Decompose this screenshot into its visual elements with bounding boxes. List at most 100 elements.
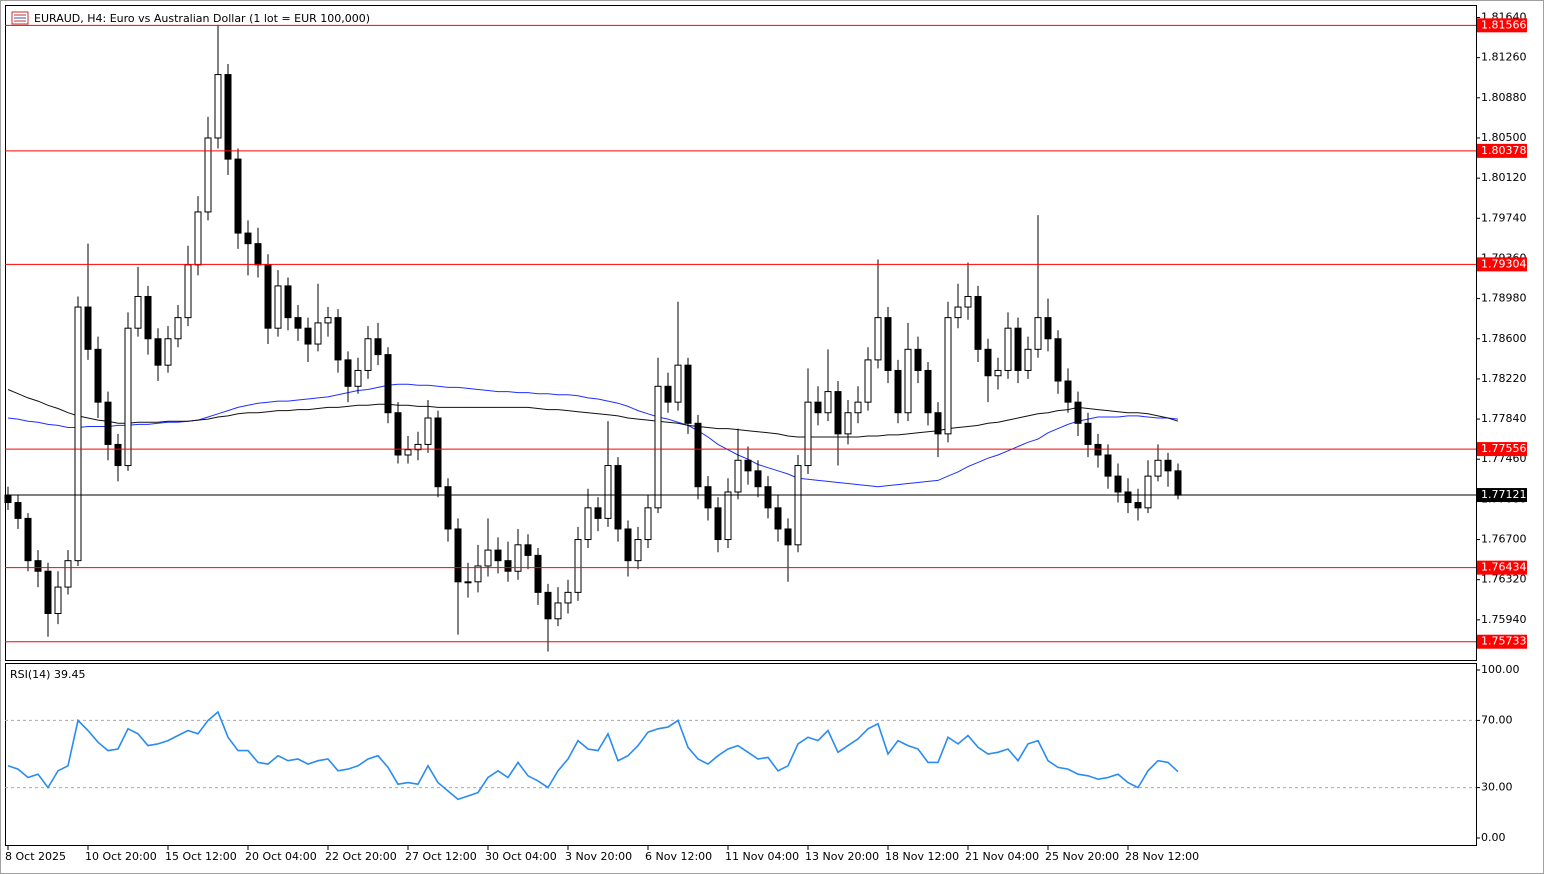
candle-body xyxy=(314,322,322,345)
x-tick-label: 20 Oct 04:00 xyxy=(245,850,317,863)
candle-body xyxy=(274,285,282,329)
y-tick-label: 1.76700 xyxy=(1481,533,1527,546)
level-label: 1.79304 xyxy=(1481,257,1527,270)
candle-body xyxy=(504,560,512,572)
candle-body xyxy=(324,317,332,324)
y-tick-label: 1.78600 xyxy=(1481,332,1527,345)
rsi-y-tick-label: 70.00 xyxy=(1481,713,1513,726)
candle-body xyxy=(434,417,442,488)
candle-body xyxy=(294,317,302,329)
candle-body xyxy=(794,465,802,546)
candle-body xyxy=(344,359,352,387)
candle-body xyxy=(74,306,82,562)
candle-body xyxy=(1094,443,1102,456)
candle-body xyxy=(394,412,402,456)
candle-body xyxy=(284,285,292,319)
candle-body xyxy=(1014,327,1022,371)
candle-body xyxy=(94,348,102,403)
candle-body xyxy=(704,486,712,509)
candle-body xyxy=(714,507,722,541)
candle-body xyxy=(174,317,182,340)
candle-body xyxy=(554,602,562,620)
candle-body xyxy=(104,401,112,445)
candle-body xyxy=(214,74,222,139)
candle-body xyxy=(424,417,432,445)
y-tick-label: 1.77840 xyxy=(1481,412,1527,425)
candle-body xyxy=(954,306,962,319)
candle-body xyxy=(194,211,202,266)
candle-body xyxy=(254,243,262,266)
candle-body xyxy=(1124,491,1132,504)
y-tick-label: 1.81260 xyxy=(1481,51,1527,64)
candle-body xyxy=(364,338,372,371)
candle-body xyxy=(574,539,582,593)
candle-body xyxy=(494,549,502,562)
candle-body xyxy=(674,364,682,403)
x-tick-label: 25 Nov 20:00 xyxy=(1045,850,1119,863)
candle-body xyxy=(614,465,622,530)
candle-body xyxy=(1064,380,1072,403)
x-tick-label: 30 Oct 04:00 xyxy=(485,850,557,863)
x-tick-label: 8 Oct 2025 xyxy=(5,850,66,863)
candle-body xyxy=(594,507,602,519)
candle-body xyxy=(754,470,762,488)
candle-body xyxy=(24,517,32,562)
candle-body xyxy=(604,465,612,519)
candle-body xyxy=(134,295,142,329)
candle-body xyxy=(894,369,902,414)
candle-body xyxy=(1144,475,1152,509)
x-tick-label: 3 Nov 20:00 xyxy=(565,850,632,863)
candle-body xyxy=(974,295,982,350)
candle-body xyxy=(1034,317,1042,350)
rsi-panel xyxy=(5,663,1477,846)
x-tick-label: 28 Nov 12:00 xyxy=(1125,850,1199,863)
moving-average-line xyxy=(7,383,1179,488)
candle-body xyxy=(964,295,972,308)
level-label-bg xyxy=(1477,18,1527,33)
candle-body xyxy=(1074,401,1082,424)
candle-body xyxy=(114,443,122,467)
candle-body xyxy=(774,507,782,530)
candle-body xyxy=(684,364,692,424)
y-tick-label: 1.80120 xyxy=(1481,171,1527,184)
x-tick-label: 18 Nov 12:00 xyxy=(885,850,959,863)
candle-body xyxy=(524,544,532,556)
current-price-label: 1.77121 xyxy=(1481,488,1527,501)
level-label: 1.76434 xyxy=(1481,561,1527,574)
candle-body xyxy=(1164,459,1172,472)
candle-body xyxy=(824,391,832,414)
candle-body xyxy=(664,385,672,403)
candle-body xyxy=(454,528,462,583)
candle-body xyxy=(464,581,472,584)
rsi-line xyxy=(7,710,1179,801)
candle-body xyxy=(514,544,522,572)
candle-body xyxy=(884,317,892,371)
y-tick-label: 1.80880 xyxy=(1481,91,1527,104)
candle-body xyxy=(224,74,232,160)
candle-body xyxy=(914,348,922,371)
candle-body xyxy=(84,306,92,350)
level-label-bg xyxy=(1477,634,1527,649)
candle-body xyxy=(384,354,392,414)
candle-body xyxy=(354,369,362,387)
candle-body xyxy=(1044,317,1052,340)
candle-body xyxy=(1154,459,1162,477)
candle-body xyxy=(784,528,792,546)
candle-body xyxy=(124,327,132,467)
level-label: 1.75733 xyxy=(1481,635,1527,648)
x-tick-label: 11 Nov 04:00 xyxy=(725,850,799,863)
candle-body xyxy=(1054,338,1062,382)
x-tick-label: 13 Nov 20:00 xyxy=(805,850,879,863)
candle-body xyxy=(374,338,382,356)
x-tick-label: 21 Nov 04:00 xyxy=(965,850,1039,863)
candle-body xyxy=(474,565,482,583)
candle-body xyxy=(334,317,342,361)
candle-body xyxy=(834,391,842,435)
candle-body xyxy=(1114,475,1122,493)
candle-body xyxy=(4,494,12,504)
level-label-bg xyxy=(1477,143,1527,158)
y-tick-label: 1.78980 xyxy=(1481,292,1527,305)
candle-body xyxy=(694,422,702,488)
x-tick-label: 6 Nov 12:00 xyxy=(645,850,712,863)
